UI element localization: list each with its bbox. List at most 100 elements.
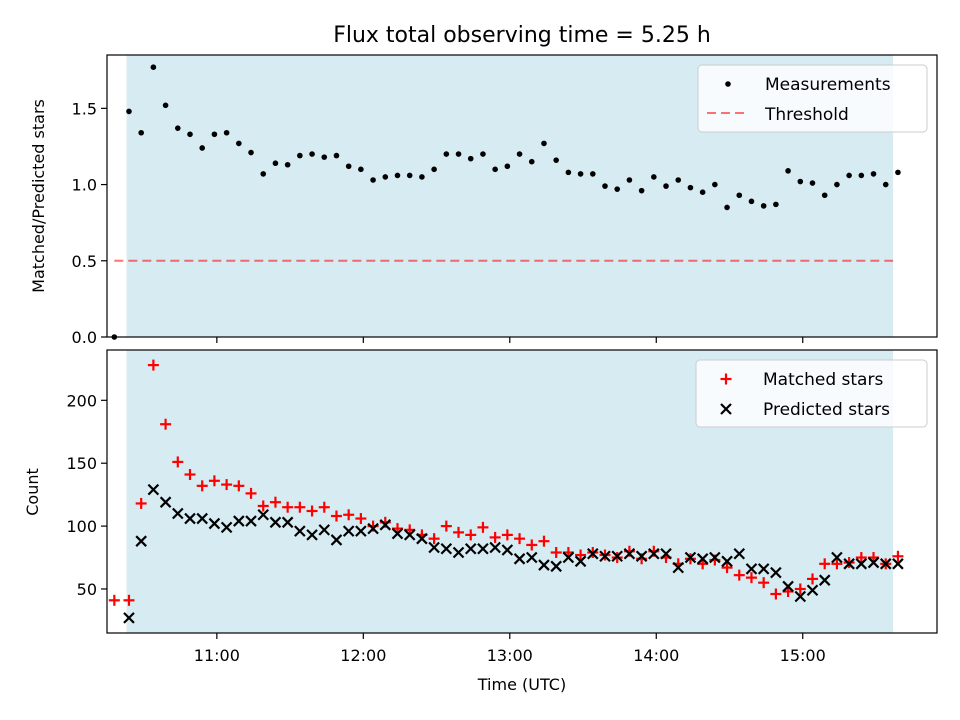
predicted-star-point — [184, 512, 196, 525]
matched-star-point — [733, 569, 745, 581]
matched-star-point — [575, 549, 587, 561]
legend-label-matched-stars: Matched stars — [763, 370, 883, 390]
predicted-star-point — [794, 590, 807, 603]
matched-star-point — [745, 572, 757, 584]
predicted-star-point — [855, 558, 868, 570]
matched-star-point — [428, 533, 440, 545]
predicted-star-point — [135, 535, 147, 547]
y-tick-label: 0.5 — [72, 252, 97, 271]
matched-star-point — [489, 531, 501, 543]
measurement-points — [111, 64, 901, 340]
predicted-star-point — [501, 544, 514, 556]
measurement-point — [223, 129, 230, 136]
measurement-point — [675, 177, 682, 183]
measurement-point — [614, 186, 621, 192]
matched-star-point — [770, 588, 782, 600]
predicted-star-point — [672, 561, 685, 574]
matched-star-point — [721, 562, 733, 574]
measurement-point — [809, 180, 816, 186]
legend-label-predicted-stars: Predicted stars — [763, 400, 890, 420]
predicted-star-point — [513, 553, 526, 565]
measurement-point — [260, 171, 267, 177]
measurement-point — [553, 157, 559, 163]
predicted-star-point — [342, 525, 355, 537]
measurement-point — [138, 129, 144, 136]
y-tick-label: 150 — [66, 454, 97, 473]
predicted-star-point — [721, 555, 733, 568]
measurement-point — [712, 181, 718, 188]
predicted-star-point — [379, 519, 392, 531]
matched-star-point — [758, 577, 770, 589]
predicted-star-point — [123, 612, 135, 624]
predicted-star-point — [159, 496, 172, 508]
predicted-star-point — [391, 527, 404, 540]
measurement-point — [870, 171, 877, 177]
measurement-point — [626, 177, 633, 183]
bottom-legend: Matched stars Predicted stars — [695, 359, 928, 428]
predicted-star-point — [477, 542, 489, 555]
matched-star-point — [245, 487, 257, 499]
matched-star-point — [108, 594, 120, 606]
top-axes-frame — [106, 54, 938, 338]
measurement-point — [431, 166, 437, 173]
measurement-point — [516, 151, 523, 157]
measurement-point — [528, 158, 535, 165]
predicted-star-point — [599, 550, 611, 563]
measurement-point — [358, 166, 364, 173]
measurement-point — [211, 131, 218, 138]
matched-star-point — [221, 479, 233, 491]
x-axis-label: Time (UTC) — [477, 675, 566, 694]
bottom-x-axis-ticks: 11:00 12:00 13:00 14:00 15:00 — [194, 633, 826, 665]
matched-star-point — [306, 505, 318, 517]
measurement-point — [187, 131, 193, 138]
predicted-star-point — [574, 555, 587, 568]
x-tick-label: 14:00 — [633, 646, 679, 665]
measurement-point — [577, 171, 584, 177]
matched-star-point — [501, 529, 513, 541]
matched-star-point — [330, 510, 342, 522]
matched-star-point — [147, 359, 159, 371]
measurement-point — [309, 151, 315, 157]
bottom-y-axis-label: Count — [23, 468, 42, 516]
matched-star-point — [794, 583, 806, 595]
predicted-star-point — [257, 508, 270, 521]
measurement-point — [638, 187, 645, 194]
matched-star-point — [538, 535, 550, 547]
legend-marker-predicted-stars — [720, 403, 732, 415]
x-tick-label: 15:00 — [780, 646, 826, 665]
measurement-point — [406, 172, 413, 179]
bottom-axes-frame — [106, 349, 938, 634]
predicted-star-point — [196, 512, 208, 525]
matched-star-point — [318, 501, 330, 513]
matched-star-point — [257, 500, 269, 512]
matched-star-point — [355, 513, 367, 525]
legend-label-threshold: Threshold — [764, 105, 849, 125]
matched-star-point — [855, 552, 867, 564]
predicted-star-point — [550, 560, 562, 573]
predicted-star-point — [403, 529, 416, 541]
y-tick-label: 1.5 — [72, 99, 97, 118]
measurement-point — [297, 152, 303, 159]
predicted-star-point — [172, 507, 184, 520]
matched-star-point — [453, 526, 465, 538]
measurement-point — [455, 151, 462, 157]
measurement-point — [565, 169, 572, 176]
top-y-axis-label: Matched/Predicted stars — [29, 99, 48, 293]
predicted-star-point — [623, 547, 636, 560]
measurement-point — [248, 149, 254, 156]
matched-star-point — [526, 539, 538, 551]
predicted-star-point — [635, 550, 648, 563]
matched-star-point — [196, 480, 208, 492]
measurement-point — [846, 172, 852, 179]
predicted-star-point — [660, 547, 672, 560]
measurement-point — [199, 145, 206, 151]
measurement-point — [699, 189, 706, 195]
predicted-star-point — [587, 547, 599, 560]
matched-star-point — [208, 475, 220, 487]
matched-star-point — [269, 496, 281, 508]
x-tick-label: 12:00 — [340, 646, 386, 665]
measurement-point — [370, 177, 376, 183]
measurement-point — [895, 169, 901, 176]
measurement-point — [467, 155, 474, 162]
predicted-star-point — [269, 516, 282, 529]
